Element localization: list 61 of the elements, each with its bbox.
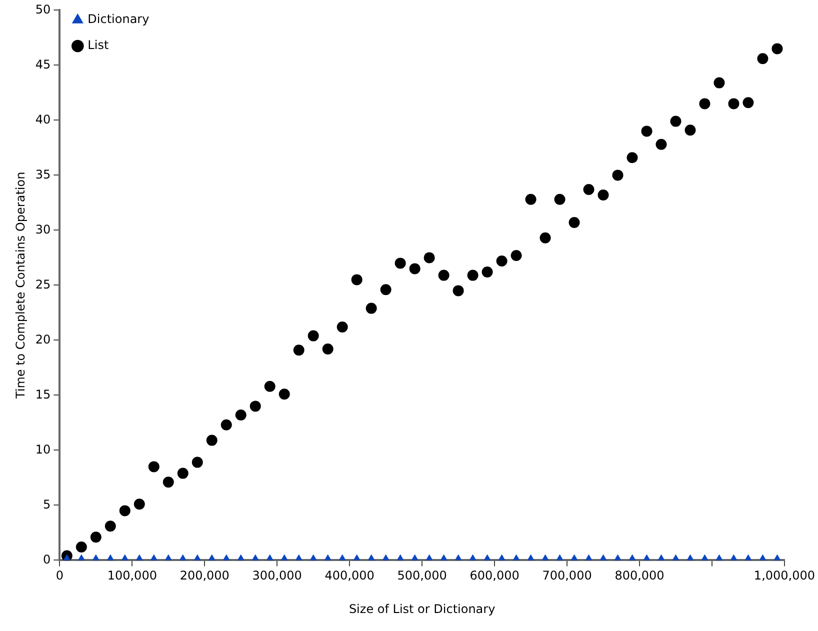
point xyxy=(598,190,609,200)
point xyxy=(772,43,783,54)
y-tick-label: 10 xyxy=(35,442,51,456)
point xyxy=(264,380,276,392)
x-tick-label: 700,000 xyxy=(542,568,592,583)
x-axis-title: Size of List or Dictionary xyxy=(348,602,496,616)
point xyxy=(742,97,754,108)
point xyxy=(322,344,334,354)
y-tick-label: 20 xyxy=(35,332,51,346)
y-axis-title: Time to Complete Contains Operation xyxy=(13,172,28,400)
point xyxy=(510,250,522,261)
point xyxy=(308,330,319,342)
point xyxy=(699,98,710,110)
point xyxy=(670,116,682,127)
x-tick-label: 300,000 xyxy=(252,568,302,583)
point xyxy=(641,126,652,137)
x-tick-label: 200,000 xyxy=(180,568,230,583)
legend-label: Dictionary xyxy=(88,12,150,26)
point xyxy=(452,285,464,296)
y-tick-label: 30 xyxy=(35,222,51,236)
point xyxy=(380,284,392,296)
y-tick-label: 50 xyxy=(35,2,51,16)
point xyxy=(409,263,420,274)
point xyxy=(438,270,450,281)
x-tick-label: 400,000 xyxy=(324,568,374,583)
point xyxy=(540,232,551,244)
point xyxy=(583,184,594,195)
y-tick-label: 5 xyxy=(43,497,51,512)
y-tick-label: 15 xyxy=(35,387,51,402)
x-tick-label: 500,000 xyxy=(397,568,447,583)
point xyxy=(424,252,435,264)
point xyxy=(482,266,493,278)
point xyxy=(612,170,624,181)
point xyxy=(568,217,580,228)
point xyxy=(351,274,362,286)
point xyxy=(554,194,566,205)
x-tick-label: 1,000,000 xyxy=(754,568,816,583)
point xyxy=(714,77,725,88)
point xyxy=(728,98,740,110)
point xyxy=(394,258,406,269)
y-tick-label: 25 xyxy=(35,277,51,292)
point xyxy=(220,419,232,430)
y-tick-label: 35 xyxy=(35,167,51,182)
legend-label: List xyxy=(88,38,109,52)
x-tick-label: 600,000 xyxy=(470,568,520,583)
point xyxy=(757,53,768,64)
point xyxy=(656,138,667,150)
point xyxy=(467,270,478,281)
point xyxy=(336,322,348,332)
x-tick-label: 100,000 xyxy=(107,568,157,583)
point xyxy=(496,256,508,266)
point xyxy=(626,152,638,164)
x-tick-label: 800,000 xyxy=(614,568,664,583)
point xyxy=(684,124,696,136)
point xyxy=(366,302,377,314)
x-tick-label: 0 xyxy=(56,568,64,583)
y-tick-label: 45 xyxy=(35,57,51,72)
y-tick-label: 0 xyxy=(43,552,51,566)
y-tick-label: 40 xyxy=(35,112,51,126)
point xyxy=(525,194,536,205)
point xyxy=(293,344,304,356)
